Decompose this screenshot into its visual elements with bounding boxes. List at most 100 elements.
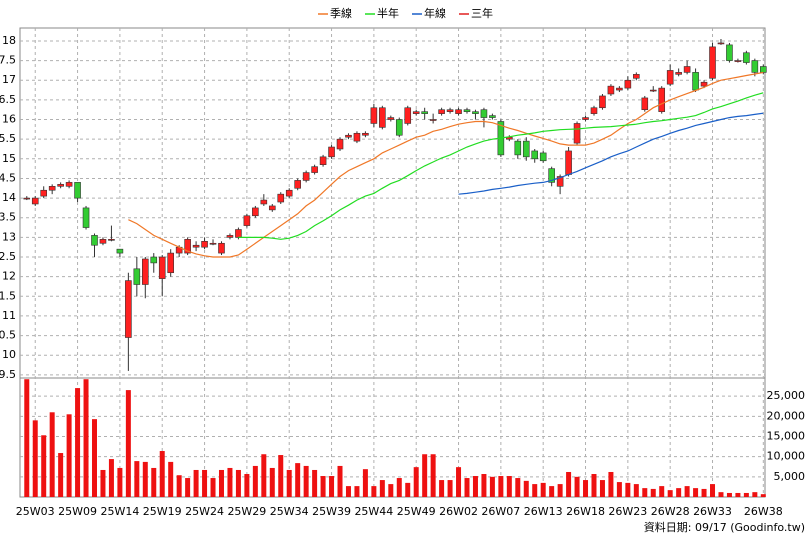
candle-body — [108, 239, 115, 241]
volume-bar — [599, 480, 605, 497]
candle-body — [539, 152, 547, 162]
candle-body — [133, 268, 141, 285]
legend-label: 季線 — [330, 6, 352, 20]
volume-bar — [108, 459, 114, 497]
volume-bar — [202, 469, 208, 497]
candle-body — [336, 138, 344, 150]
volume-bar — [379, 480, 385, 497]
candle-body — [760, 66, 767, 73]
candle-body — [209, 242, 217, 245]
volume-bar — [667, 490, 673, 497]
candle-body — [243, 215, 251, 226]
volume-bar — [24, 379, 30, 497]
volume-bar — [472, 476, 478, 497]
candle-body — [607, 85, 615, 95]
y2-tick-label: 20,000 — [767, 409, 806, 422]
y-tick-label: 15 — [2, 152, 16, 165]
volume-bar — [684, 486, 690, 497]
candle-body — [395, 119, 403, 136]
candle-body — [311, 166, 318, 173]
candle-body — [99, 239, 107, 244]
volume-bar — [58, 453, 64, 497]
volume-bar — [540, 482, 546, 497]
volume-bar — [464, 478, 470, 497]
ma-line — [128, 71, 764, 258]
x-tick-label: 25W29 — [227, 505, 266, 518]
volume-bar — [701, 488, 707, 497]
volume-bar — [142, 461, 148, 497]
volume-bar — [218, 469, 224, 497]
volume-bar — [371, 486, 377, 497]
volume-bar — [608, 471, 614, 497]
candle-body — [65, 182, 73, 187]
ma-line — [238, 92, 764, 240]
y2-tick-label: 25,000 — [767, 389, 806, 402]
plot-frame — [19, 27, 766, 498]
candle-body — [531, 150, 539, 160]
y-tick-label: 9.5 — [0, 368, 16, 381]
x-tick-label: 26W33 — [693, 505, 732, 518]
volume-bar — [151, 467, 157, 497]
volume-bar — [235, 469, 241, 497]
y-tick-label: 11 — [2, 309, 16, 322]
volume-bar — [295, 463, 301, 497]
volume-bar — [49, 412, 55, 497]
candle-body — [48, 186, 56, 191]
volume-bar — [616, 482, 622, 497]
volume-bar — [185, 478, 191, 497]
x-tick-label: 26W28 — [651, 505, 690, 518]
volume-bar — [574, 476, 580, 497]
candle-body — [158, 256, 166, 279]
volume-bar — [710, 484, 716, 497]
volume-bar — [430, 454, 436, 497]
y2-tick-label: 5,000 — [774, 470, 806, 483]
candle-body — [218, 242, 225, 254]
candle-body — [294, 180, 301, 189]
volume-bar — [456, 467, 462, 497]
candle-body — [734, 60, 742, 62]
legend-label: 三年 — [471, 6, 493, 20]
volume-bar — [693, 488, 699, 497]
y-tick-label: 16.5 — [0, 93, 16, 106]
candle-body — [285, 189, 293, 197]
volume-bar — [210, 478, 216, 497]
volume-bar — [625, 482, 631, 497]
candle-body — [40, 189, 48, 197]
volume-bar — [633, 484, 639, 497]
x-tick-label: 26W18 — [566, 505, 605, 518]
volume-bar — [642, 488, 648, 497]
y-tick-label: 15.5 — [0, 132, 16, 145]
volume-bar — [743, 492, 749, 497]
volume-bar — [405, 482, 411, 497]
y-tick-label: 12.5 — [0, 250, 16, 263]
volume-bar — [591, 474, 597, 497]
candle-body — [700, 81, 708, 87]
candle-body — [192, 244, 200, 248]
y2-tick-label: 10,000 — [767, 450, 806, 463]
candle-body — [522, 140, 530, 158]
candle-body — [404, 107, 412, 124]
volume-bar — [557, 484, 563, 497]
y-tick-label: 14.5 — [0, 171, 16, 184]
candle-body — [116, 248, 124, 254]
x-tick-label: 25W34 — [270, 505, 309, 518]
volume-bar — [362, 469, 368, 497]
volume-bar — [227, 467, 233, 497]
volume-bar — [193, 469, 199, 497]
volume-bar — [261, 454, 267, 497]
candle-body — [150, 256, 158, 264]
x-tick-label: 25W14 — [100, 505, 139, 518]
volume-bar — [354, 486, 360, 497]
candle-body — [590, 107, 598, 114]
volume-bar — [735, 492, 741, 497]
legend-label: 年線 — [424, 6, 446, 20]
candle-body — [692, 72, 699, 91]
candle-body — [455, 109, 462, 114]
volume-bar — [532, 484, 538, 497]
volume-bar — [760, 494, 766, 497]
volume-bar — [726, 492, 732, 497]
note: 資料日期: 09/17 (Goodinfo.tw) — [644, 520, 805, 534]
candle-body — [565, 150, 572, 175]
volume-bar — [303, 465, 309, 497]
candle-body — [751, 60, 759, 73]
